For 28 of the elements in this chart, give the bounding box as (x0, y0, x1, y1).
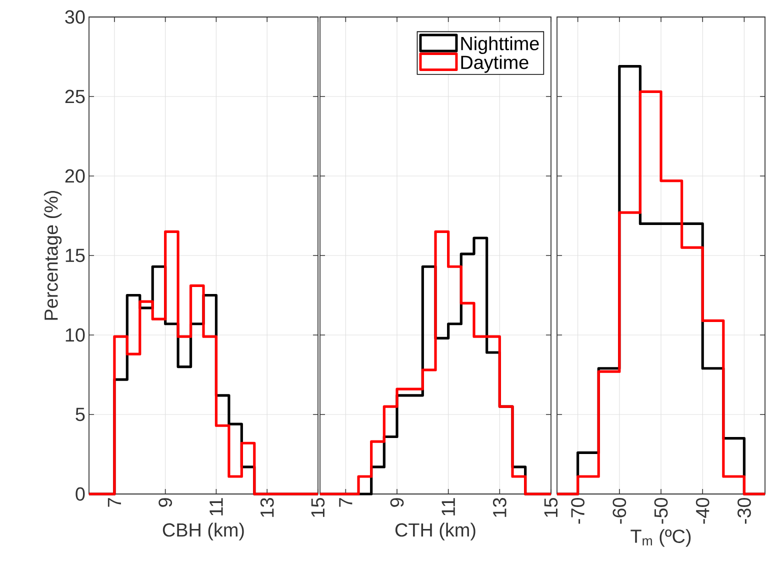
y-tick-label: 0 (76, 487, 85, 501)
x-tick-label: -30 (738, 498, 751, 524)
x-tick-label: 13 (492, 498, 506, 517)
y-tick-label: 20 (65, 169, 85, 183)
x-tick-label: 9 (390, 498, 404, 507)
x-tick-label: 7 (339, 498, 352, 507)
x-tick-label: 9 (158, 498, 172, 507)
x-tick-label: -70 (571, 498, 585, 524)
x-axis-title: CTH (km) (395, 522, 476, 540)
legend-label: Nighttime (461, 36, 539, 54)
y-tick-label: 10 (66, 328, 85, 342)
y-tick-label: 30 (65, 10, 85, 24)
x-tick-label: -60 (612, 498, 626, 524)
x-tick-label: 11 (442, 498, 455, 516)
y-tick-label: 15 (66, 248, 85, 262)
x-tick-label: -50 (654, 498, 668, 524)
x-tick-label: 7 (108, 498, 121, 507)
x-tick-label: 15 (311, 498, 325, 517)
y-axis-title: Percentage (%) (44, 190, 62, 320)
x-tick-label: 15 (544, 498, 558, 517)
x-axis-title: T$_{m}$ (ºC) (630, 529, 691, 547)
legend-label: Daytime (461, 55, 528, 73)
x-axis-title: CBH (km) (162, 522, 244, 540)
x-tick-label: 13 (260, 498, 274, 517)
y-tick-label: 5 (76, 408, 85, 422)
x-tick-label: 11 (210, 498, 223, 516)
x-tick-label: -40 (696, 498, 710, 524)
y-tick-label: 25 (65, 90, 85, 104)
